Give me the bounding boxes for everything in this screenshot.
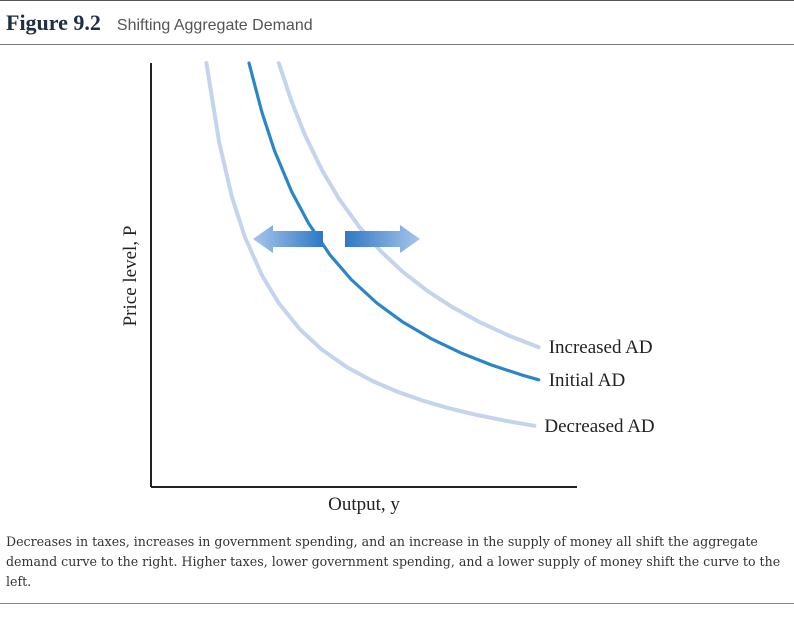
initial-ad-label: Initial AD: [549, 370, 626, 391]
initial-ad-curve: [247, 61, 541, 382]
decreased-ad-curve: [204, 61, 537, 428]
figure-header: Figure 9.2 Shifting Aggregate Demand: [6, 10, 313, 40]
top-rule: [0, 0, 794, 1]
increased-ad-label: Increased AD: [549, 337, 653, 358]
ad-chart: Output, y Price level, P Decreased AD Ini…: [120, 61, 655, 515]
decreased-ad-label: Decreased AD: [544, 416, 654, 437]
figure-title: Shifting Aggregate Demand: [116, 17, 313, 34]
curves-layer: [204, 61, 541, 428]
y-axis-label: Price level, P: [120, 226, 141, 327]
curve-labels: Decreased AD Initial AD Increased AD: [544, 337, 654, 437]
header-rule: [0, 44, 794, 45]
figure-caption: Decreases in taxes, increases in governm…: [6, 534, 781, 589]
shift-right-arrow: [345, 225, 420, 253]
x-axis-label: Output, y: [328, 494, 400, 515]
figure-number: Figure 9.2: [6, 10, 101, 35]
increased-ad-curve: [276, 61, 541, 350]
shift-left-arrow: [253, 225, 323, 253]
bottom-rule: [0, 603, 794, 604]
